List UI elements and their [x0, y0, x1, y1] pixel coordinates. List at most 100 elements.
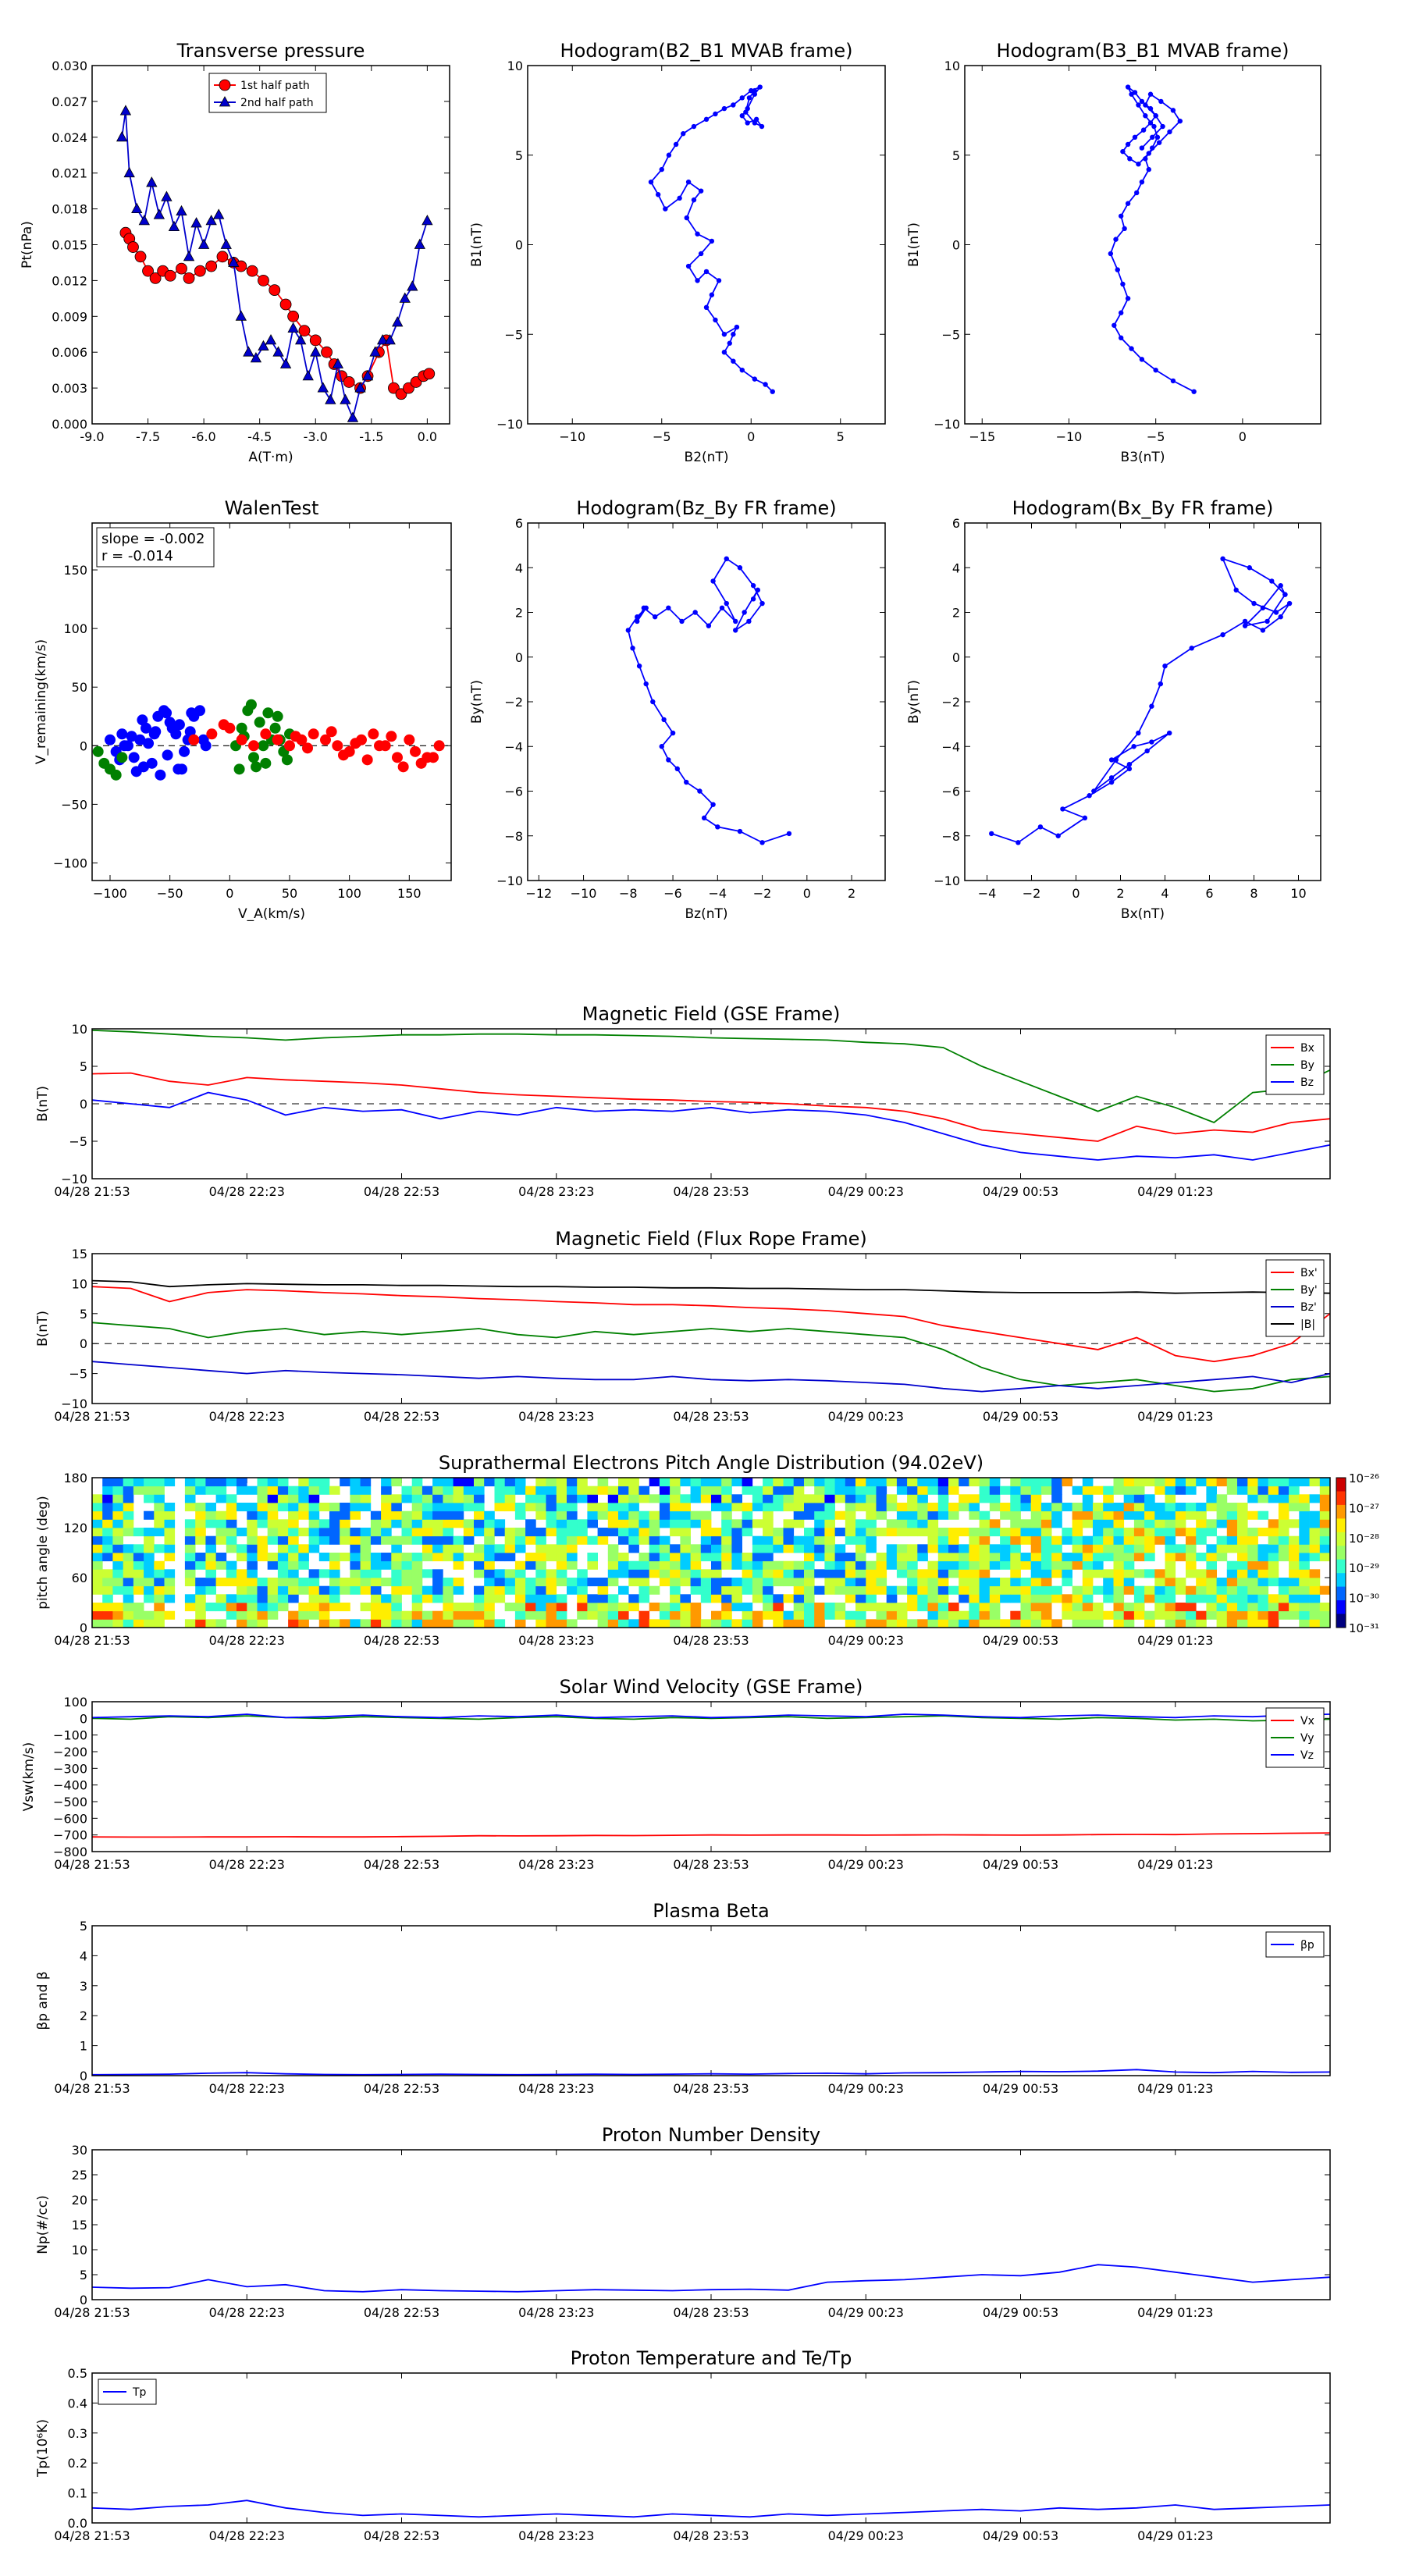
heatmap-cell	[184, 1619, 196, 1628]
heatmap-cell	[205, 1603, 216, 1612]
series-line	[991, 557, 1290, 844]
data-point	[269, 284, 281, 297]
heatmap-cell	[123, 1528, 134, 1537]
heatmap-cell	[597, 1578, 609, 1587]
heatmap-cell	[535, 1560, 546, 1570]
heatmap-cell	[628, 1510, 639, 1520]
y-tick-label: 0	[80, 1621, 87, 1635]
heatmap-cell	[927, 1569, 939, 1578]
heatmap-cell	[1216, 1578, 1228, 1587]
heatmap-cell	[1093, 1485, 1104, 1495]
plot-frame	[527, 522, 886, 881]
heatmap-cell	[1020, 1594, 1032, 1603]
heatmap-cell	[649, 1535, 660, 1545]
heatmap-cell	[391, 1503, 402, 1512]
heatmap-cell	[102, 1519, 113, 1528]
heatmap-cell	[721, 1553, 732, 1562]
heatmap-cell	[277, 1544, 289, 1553]
heatmap-cell	[1082, 1578, 1094, 1587]
heatmap-cell	[959, 1610, 969, 1620]
heatmap-cell	[215, 1519, 227, 1528]
heatmap-cell	[226, 1478, 237, 1487]
y-tick-label: 10	[72, 1276, 87, 1291]
heatmap-cell	[401, 1560, 413, 1570]
heatmap-cell	[1072, 1560, 1083, 1570]
heatmap-cell	[195, 1519, 206, 1528]
heatmap-cell	[237, 1619, 247, 1628]
heatmap-cell	[1072, 1553, 1083, 1562]
heatmap-cell	[164, 1610, 176, 1620]
heatmap-cell	[1186, 1535, 1197, 1545]
heatmap-cell	[1082, 1503, 1094, 1512]
data-point	[369, 346, 381, 357]
heatmap-cell	[164, 1478, 176, 1487]
heatmap-cell	[855, 1485, 866, 1495]
heatmap-cell	[92, 1528, 103, 1537]
heatmap-cell	[401, 1528, 413, 1537]
heatmap-cell	[1299, 1560, 1310, 1570]
heatmap-cell	[1237, 1519, 1248, 1528]
heatmap-cell	[298, 1485, 309, 1495]
heatmap-cell	[752, 1553, 763, 1562]
heatmap-cell	[1082, 1535, 1094, 1545]
heatmap-cell	[1216, 1619, 1228, 1628]
heatmap-cell	[546, 1569, 557, 1578]
heatmap-cell	[804, 1510, 815, 1520]
heatmap-cell	[267, 1578, 279, 1587]
y-tick-label: 150	[63, 563, 87, 578]
heatmap-cell	[1082, 1494, 1094, 1503]
heatmap-cell	[535, 1585, 546, 1595]
heatmap-cell	[876, 1560, 887, 1570]
heatmap-cell	[1093, 1619, 1104, 1628]
heatmap-cell	[205, 1510, 216, 1520]
heatmap-cell	[638, 1619, 650, 1628]
heatmap-cell	[927, 1503, 939, 1512]
data-point	[752, 120, 758, 126]
heatmap-cell	[102, 1478, 113, 1487]
heatmap-cell	[360, 1535, 372, 1545]
heatmap-cell	[432, 1544, 443, 1553]
heatmap-cell	[247, 1578, 258, 1587]
heatmap-cell	[1072, 1603, 1083, 1612]
y-tick-label: 0	[80, 1711, 87, 1726]
heatmap-cell	[267, 1610, 279, 1620]
heatmap-cell	[896, 1519, 908, 1528]
data-point	[397, 761, 409, 773]
x-tick-label: 5	[837, 429, 845, 444]
heatmap-cell	[1237, 1544, 1248, 1553]
heatmap-cell	[463, 1485, 475, 1495]
heatmap-cell	[989, 1553, 1001, 1562]
data-point	[742, 610, 747, 615]
heatmap-cell	[525, 1585, 536, 1595]
heatmap-cell	[340, 1578, 350, 1587]
heatmap-cell	[793, 1503, 805, 1512]
heatmap-cell	[514, 1603, 526, 1612]
heatmap-cell	[959, 1560, 969, 1570]
heatmap-cell	[422, 1485, 433, 1495]
heatmap-cell	[1103, 1510, 1114, 1520]
heatmap-cell	[247, 1585, 258, 1595]
x-tick-label: −10	[571, 886, 597, 901]
heatmap-cell	[1237, 1560, 1248, 1570]
heatmap-cell	[855, 1553, 866, 1562]
heatmap-cell	[184, 1578, 196, 1587]
heatmap-cell	[504, 1535, 516, 1545]
data-point	[1278, 582, 1283, 589]
y-tick-label: −5	[69, 1367, 87, 1382]
heatmap-cell	[144, 1560, 155, 1570]
heatmap-cell	[959, 1494, 969, 1503]
heatmap-cell	[1154, 1603, 1165, 1612]
data-point	[1134, 190, 1140, 196]
heatmap-cell	[102, 1544, 113, 1553]
data-point	[374, 740, 385, 752]
heatmap-cell	[164, 1544, 176, 1553]
heatmap-cell	[463, 1494, 475, 1503]
data-point	[168, 220, 180, 231]
heatmap-cell	[1289, 1569, 1300, 1578]
heatmap-cell	[948, 1560, 959, 1570]
heatmap-cell	[546, 1594, 557, 1603]
heatmap-cell	[587, 1594, 598, 1603]
data-point	[1037, 824, 1044, 830]
heatmap-cell	[1289, 1544, 1300, 1553]
heatmap-cell	[1299, 1544, 1310, 1553]
